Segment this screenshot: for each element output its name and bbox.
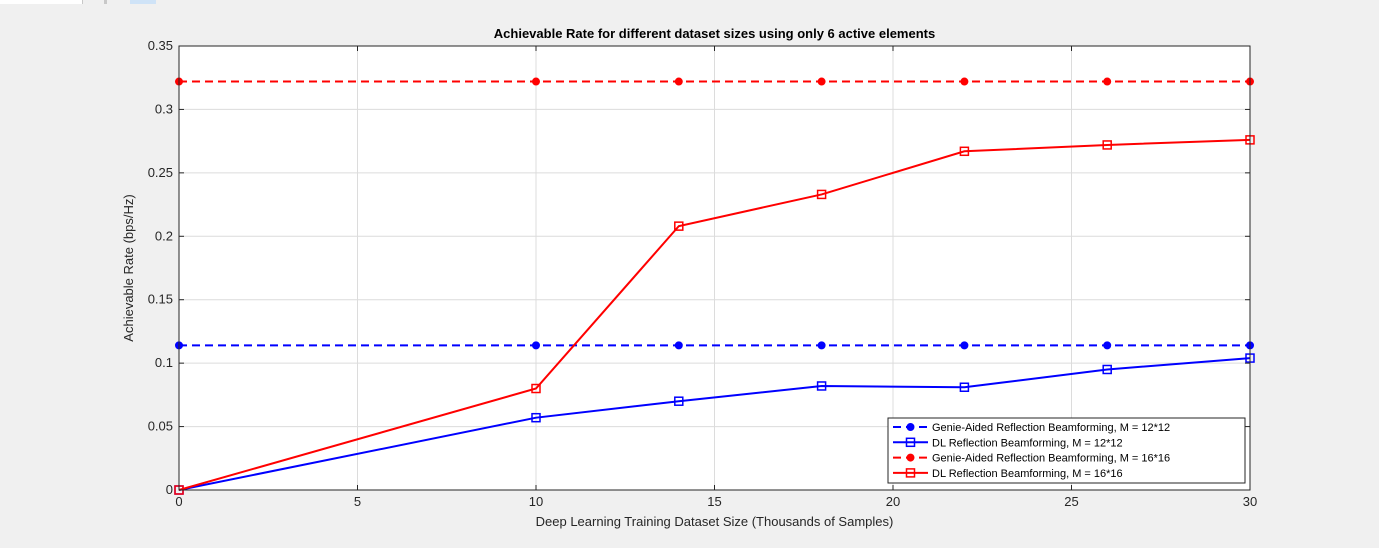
series-line <box>178 357 1251 491</box>
data-point <box>960 341 969 350</box>
legend-label: DL Reflection Beamforming, M = 12*12 <box>932 437 1123 449</box>
legend[interactable]: Genie-Aided Reflection Beamforming, M = … <box>887 417 1246 484</box>
y-tick-label: 0.2 <box>155 228 173 243</box>
ticks: 0 5 10 15 20 25 30 0 0.05 0.1 0.15 0.2 0.25 0.3 0.35 <box>148 38 1258 509</box>
series-layer <box>174 77 1255 495</box>
y-tick-label: 0.25 <box>148 165 173 180</box>
legend-entry: Genie-Aided Reflection Beamforming, M = … <box>893 453 1170 465</box>
x-tick-label: 0 <box>175 494 182 509</box>
data-point <box>960 77 969 86</box>
data-point <box>959 382 970 392</box>
data-point <box>1102 364 1112 375</box>
legend-box <box>887 417 1246 484</box>
data-point <box>1102 140 1112 150</box>
legend-swatch-marker <box>905 468 916 478</box>
data-point <box>674 396 684 406</box>
x-tick-label: 10 <box>529 494 543 509</box>
data-point <box>674 221 684 231</box>
data-point <box>532 341 540 350</box>
legend-swatch-marker <box>906 453 915 462</box>
x-axis-label: Deep Learning Training Dataset Size (Tho… <box>536 514 894 529</box>
x-tick-label: 20 <box>886 494 900 509</box>
data-point <box>1103 341 1112 350</box>
data-point <box>674 77 683 86</box>
legend-label: Genie-Aided Reflection Beamforming, M = … <box>932 453 1170 465</box>
data-point <box>959 146 970 157</box>
data-point <box>817 341 826 350</box>
y-tick-label: 0.35 <box>148 38 173 53</box>
data-point <box>532 77 540 86</box>
x-tick-label: 25 <box>1064 494 1078 509</box>
legend-label: Genie-Aided Reflection Beamforming, M = … <box>932 422 1170 434</box>
data-point <box>674 341 683 350</box>
y-tick-label: 0.05 <box>148 419 173 434</box>
legend-entry: DL Reflection Beamforming, M = 16*16 <box>893 468 1123 480</box>
legend-label: DL Reflection Beamforming, M = 16*16 <box>932 468 1123 480</box>
legend-entry: DL Reflection Beamforming, M = 12*12 <box>893 437 1123 449</box>
legend-items: Genie-Aided Reflection Beamforming, M = … <box>893 422 1170 480</box>
data-point <box>817 77 826 86</box>
y-tick-label: 0 <box>166 482 173 497</box>
toolbar-strip <box>0 0 160 4</box>
series-3 <box>175 77 1254 86</box>
y-axis-label: Achievable Rate (bps/Hz) <box>121 194 136 341</box>
data-point <box>531 383 541 394</box>
y-tick-label: 0.3 <box>155 101 173 116</box>
data-point <box>1103 77 1112 86</box>
x-tick-label: 5 <box>354 494 361 509</box>
x-tick-label: 15 <box>707 494 721 509</box>
legend-swatch-marker <box>906 423 915 431</box>
legend-entry: Genie-Aided Reflection Beamforming, M = … <box>893 422 1170 434</box>
data-point <box>816 381 827 391</box>
series-line <box>178 138 1251 491</box>
y-tick-label: 0.15 <box>148 292 173 307</box>
chart-title: Achievable Rate for different dataset si… <box>494 26 935 41</box>
data-point <box>531 412 541 423</box>
data-point <box>816 189 827 200</box>
x-tick-label: 30 <box>1243 494 1257 509</box>
legend-swatch-marker <box>905 437 916 448</box>
y-tick-label: 0.1 <box>155 355 173 370</box>
